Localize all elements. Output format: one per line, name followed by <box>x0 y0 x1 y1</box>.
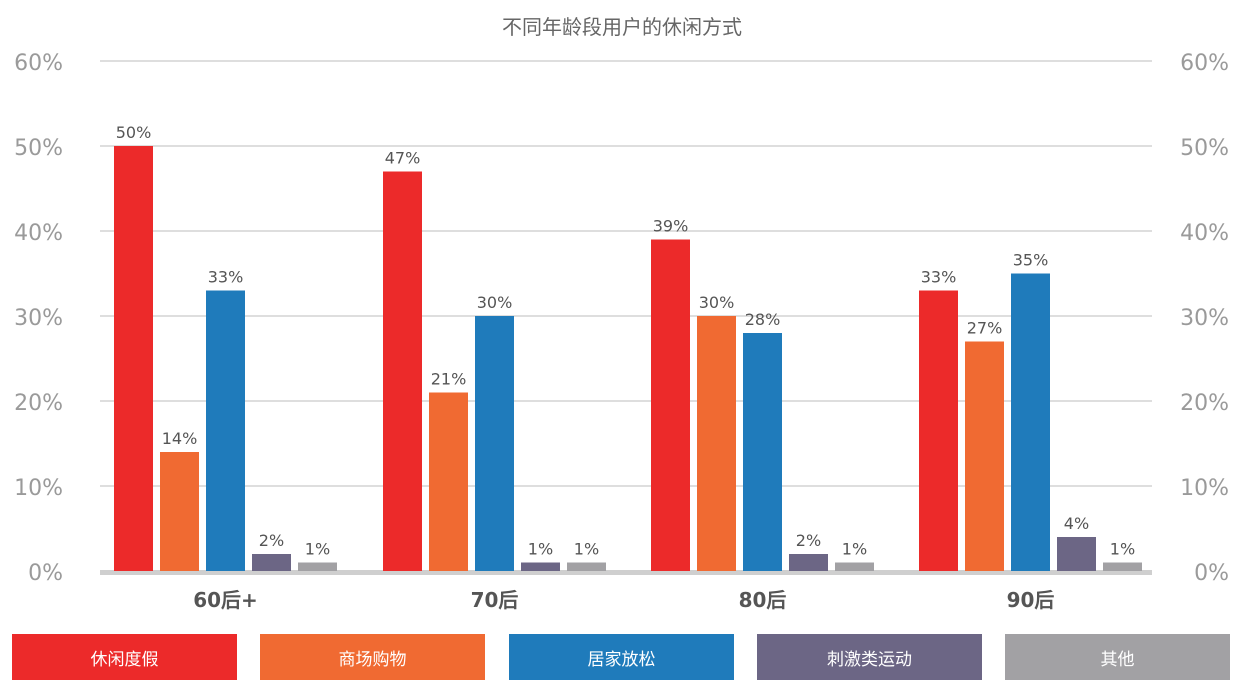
bar-data-label: 21% <box>431 370 467 389</box>
bar <box>965 341 1004 571</box>
x-category-label: 60后+ <box>193 588 258 612</box>
legend-item: 休闲度假 <box>12 634 237 680</box>
bar-data-label: 47% <box>385 149 421 168</box>
legend-item: 商场购物 <box>260 634 485 680</box>
y-tick-label-right: 60% <box>1180 51 1229 76</box>
y-tick-label-right: 50% <box>1180 136 1229 161</box>
bar-data-label: 2% <box>259 531 284 550</box>
y-tick-label-left: 30% <box>14 306 63 331</box>
bar <box>429 392 468 571</box>
x-category-label: 90后 <box>1007 588 1055 612</box>
bar-data-label: 1% <box>1110 540 1135 559</box>
legend-item: 居家放松 <box>509 634 734 680</box>
bar-data-label: 4% <box>1064 514 1089 533</box>
bar-data-label: 33% <box>208 268 244 287</box>
bar <box>1011 273 1050 571</box>
bar-data-label: 35% <box>1013 251 1049 270</box>
legend-item: 其他 <box>1005 634 1230 680</box>
y-tick-label-left: 60% <box>14 51 63 76</box>
bar-data-label: 1% <box>305 540 330 559</box>
chart-title: 不同年龄段用户的休闲方式 <box>502 15 742 39</box>
bar <box>567 562 606 571</box>
bar-data-label: 27% <box>967 319 1003 338</box>
bar <box>789 554 828 571</box>
bar-data-label: 30% <box>699 293 735 312</box>
legend-item: 刺激类运动 <box>757 634 982 680</box>
bar <box>919 290 958 571</box>
bar-data-label: 14% <box>162 429 198 448</box>
bar <box>1057 537 1096 571</box>
bar <box>160 452 199 571</box>
x-axis-baseline <box>100 570 1152 575</box>
bar <box>383 171 422 571</box>
bar-data-label: 1% <box>574 540 599 559</box>
bar <box>835 562 874 571</box>
y-tick-label-right: 20% <box>1180 391 1229 416</box>
bar-data-label: 33% <box>921 268 957 287</box>
bar-data-label: 1% <box>528 540 553 559</box>
bar <box>206 290 245 571</box>
bar-data-label: 2% <box>796 531 821 550</box>
bar-data-label: 28% <box>745 310 781 329</box>
x-category-label: 70后 <box>471 588 519 612</box>
bar-data-label: 30% <box>477 293 513 312</box>
y-tick-label-left: 50% <box>14 136 63 161</box>
bar <box>743 333 782 571</box>
bar <box>252 554 291 571</box>
bar <box>298 562 337 571</box>
bar-data-label: 1% <box>842 540 867 559</box>
bar <box>697 316 736 571</box>
y-tick-label-right: 0% <box>1194 561 1229 586</box>
bar-data-label: 39% <box>653 217 689 236</box>
bar <box>521 562 560 571</box>
y-tick-label-right: 40% <box>1180 221 1229 246</box>
y-tick-label-left: 20% <box>14 391 63 416</box>
bar <box>1103 562 1142 571</box>
x-category-label: 80后 <box>739 588 787 612</box>
bar-data-label: 50% <box>116 123 152 142</box>
y-tick-label-left: 0% <box>28 561 63 586</box>
y-tick-label-left: 10% <box>14 476 63 501</box>
bar <box>475 316 514 571</box>
bar <box>651 239 690 571</box>
y-tick-label-right: 10% <box>1180 476 1229 501</box>
y-tick-label-right: 30% <box>1180 306 1229 331</box>
bar <box>114 146 153 571</box>
y-tick-label-left: 40% <box>14 221 63 246</box>
legend: 休闲度假 商场购物 居家放松 刺激类运动 其他 <box>0 634 1244 682</box>
